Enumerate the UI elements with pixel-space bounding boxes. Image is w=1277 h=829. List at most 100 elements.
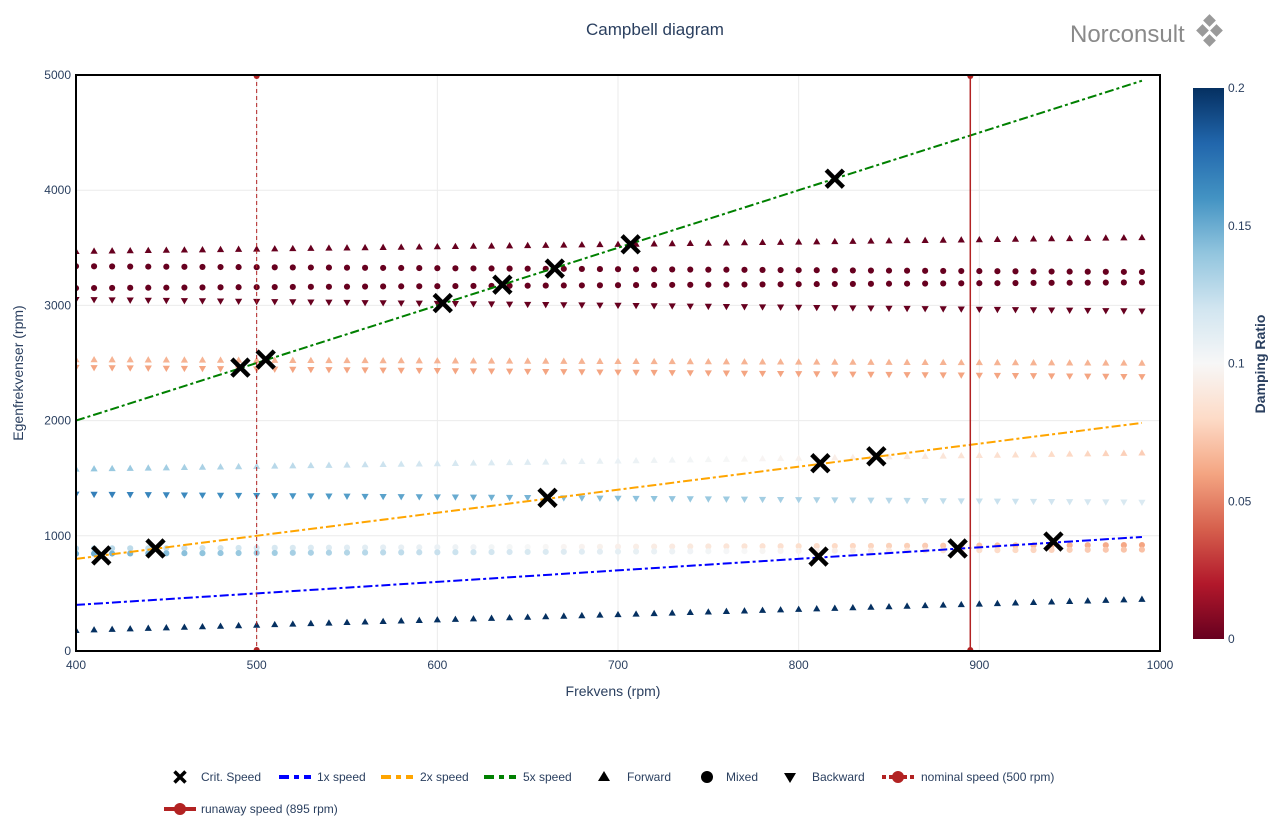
backward-point (560, 302, 568, 309)
crit-speed-cross (537, 487, 558, 508)
forward-point (795, 605, 803, 612)
backward-point (126, 492, 134, 499)
forward-point (849, 237, 857, 244)
mixed-point (1012, 268, 1019, 275)
crit-speed-point (91, 545, 112, 566)
crit-speed-cross (91, 545, 112, 566)
forward-point (650, 456, 658, 463)
forward-point (650, 609, 658, 617)
mode-series (76, 595, 1146, 633)
forward-point (903, 358, 911, 365)
mixed-point (849, 280, 856, 287)
backward-point (307, 299, 315, 306)
mixed-point (849, 542, 856, 550)
backward-point (578, 369, 586, 376)
mixed-point (940, 542, 947, 549)
legend-label: nominal speed (500 rpm) (921, 770, 1054, 784)
legend-x-icon (173, 770, 187, 784)
backward-point (885, 305, 893, 313)
legend-label: Backward (812, 770, 865, 784)
backward-point (162, 297, 170, 305)
mixed-point (777, 547, 784, 555)
backward-point (1011, 373, 1020, 380)
backward-point (1029, 307, 1038, 314)
forward-point (777, 358, 785, 365)
mixed-point (885, 267, 893, 274)
mixed-point (1084, 542, 1091, 549)
backward-point (614, 495, 622, 503)
mixed-point (217, 550, 224, 557)
y-tick-label: 3000 (44, 298, 71, 312)
forward-point (343, 618, 351, 626)
forward-point (1084, 597, 1092, 604)
forward-point (180, 463, 188, 471)
mixed-point (181, 545, 188, 552)
mixed-point (1048, 268, 1055, 275)
forward-point (216, 463, 225, 470)
forward-point (162, 246, 170, 253)
backward-point (379, 367, 387, 374)
forward-point (722, 455, 730, 462)
forward-point (867, 358, 875, 365)
mode-series (76, 279, 1145, 292)
x-axis-title: Frekvens (rpm) (566, 683, 661, 699)
mixed-point (343, 283, 351, 290)
colorbar-gradient (1193, 88, 1224, 639)
forward-point (1120, 234, 1128, 241)
mixed-point (452, 544, 459, 551)
forward-point (1048, 359, 1056, 366)
forward-point (921, 358, 929, 365)
mixed-point (687, 266, 694, 273)
backward-point (650, 303, 658, 310)
forward-point (361, 356, 369, 364)
forward-point (650, 240, 658, 247)
mixed-point (831, 267, 838, 274)
forward-point (578, 611, 586, 619)
backward-point (487, 301, 496, 308)
backward-point (1102, 373, 1110, 381)
mixed-point (831, 542, 838, 550)
backward-point (235, 298, 243, 305)
crit-speed-point (808, 546, 829, 567)
forward-point (704, 608, 712, 615)
mixed-point (849, 547, 856, 554)
legend-dot-icon (892, 771, 904, 783)
y-tick-label: 4000 (44, 183, 71, 197)
backward-point (162, 492, 170, 499)
mixed-point (91, 284, 98, 292)
mixed-point (524, 543, 531, 551)
backward-point (813, 497, 821, 504)
forward-point (162, 624, 170, 631)
forward-point (542, 458, 550, 465)
mixed-point (596, 548, 603, 555)
mixed-point (849, 267, 856, 274)
backward-point (740, 304, 749, 311)
mixed-point (614, 282, 622, 289)
backward-point (704, 370, 712, 377)
mixed-point (362, 549, 369, 556)
mixed-point (380, 283, 387, 290)
y-tick-label: 5000 (44, 68, 71, 82)
mixed-point (109, 284, 116, 291)
forward-point (578, 357, 586, 364)
forward-point (216, 245, 225, 253)
backward-point (524, 301, 532, 309)
legend-item: Crit. Speed (173, 770, 261, 784)
mixed-point (1102, 542, 1109, 549)
backward-point (506, 301, 514, 308)
forward-point (198, 463, 207, 470)
forward-point (993, 235, 1001, 243)
crit-speed-point (620, 234, 641, 255)
mixed-point (614, 543, 622, 550)
mixed-point (1102, 268, 1109, 275)
forward-point (379, 243, 387, 250)
forward-point (813, 605, 821, 612)
backward-point (1102, 308, 1110, 315)
forward-point (487, 242, 496, 249)
mixed-point (831, 547, 838, 554)
forward-point (325, 461, 333, 468)
forward-point (415, 616, 423, 623)
mixed-point (741, 543, 748, 550)
forward-point (596, 240, 604, 248)
y-tick-label: 0 (64, 644, 71, 658)
